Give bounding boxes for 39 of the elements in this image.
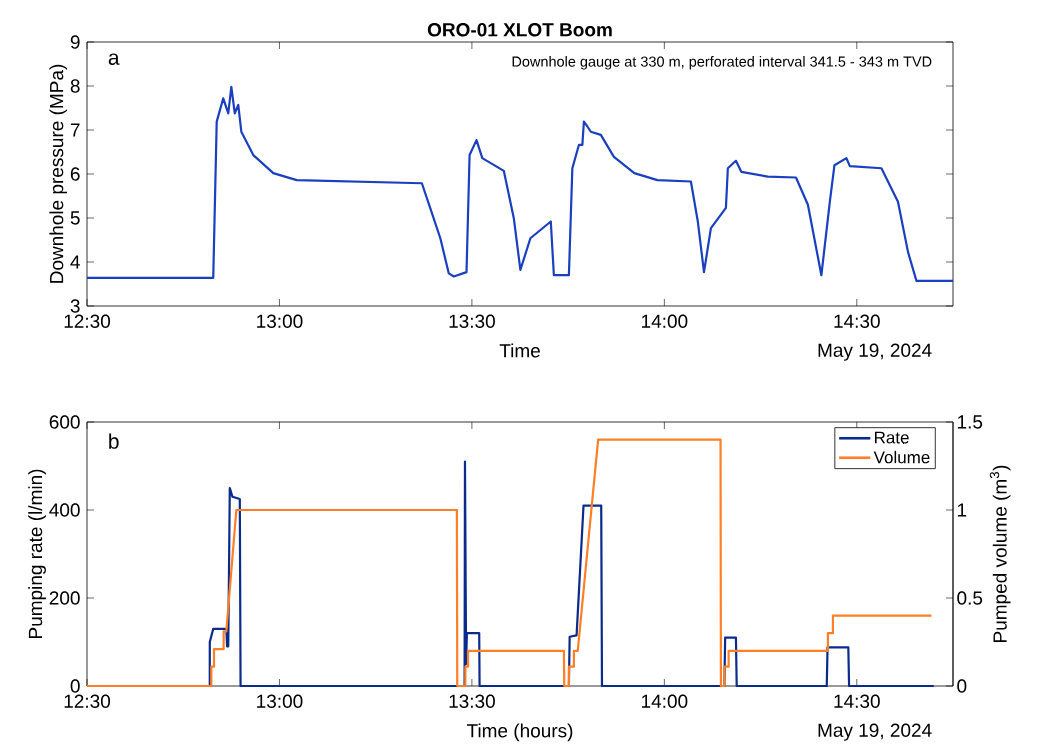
x-tick-label: 13:00 [257, 694, 303, 708]
y-tick-label: 3 [70, 299, 80, 313]
y-tick-label: 6 [70, 167, 80, 181]
line-series [85, 85, 955, 283]
y2-axis-title: Pumped volume (m$^{3}$) [989, 465, 1011, 642]
x-tick-label: 14:30 [834, 694, 880, 708]
x-axis-title: Time [499, 343, 540, 358]
y2-tick-label: 1 [957, 503, 967, 517]
x-tick-label: 12:30 [64, 694, 111, 708]
x-tick-label: 13:30 [449, 694, 495, 708]
y-axis-title: Downhole pressure (MPa) [49, 64, 68, 283]
x-tick-label: 14:00 [642, 314, 688, 328]
y-tick-label: 0 [70, 679, 80, 693]
y2-tick-label: 1.5 [957, 415, 983, 429]
y-tick-label: 8 [70, 79, 80, 93]
y-tick-label: 200 [49, 591, 80, 605]
text: May 19, 2024 [818, 343, 932, 361]
annotation: Downhole gauge at 330 m, perforated interval 341.5 - 343 m TVD [512, 56, 932, 70]
y2-tick-label: 0 [957, 679, 967, 693]
legend-label: Volume [873, 450, 930, 464]
y-tick-label: 7 [70, 123, 80, 137]
y-tick-label: 9 [70, 35, 80, 49]
x-tick-label: 12:30 [64, 314, 111, 328]
x-tick-label: 14:30 [834, 314, 880, 328]
y-tick-label: 5 [70, 211, 80, 225]
y-tick-label: 600 [49, 415, 80, 429]
x-tick-label: 13:00 [257, 314, 303, 328]
y2-tick-label: 0.5 [957, 591, 983, 605]
text: May 19, 2024 [818, 723, 932, 741]
annotation: b [109, 433, 119, 449]
y-tick-label: 400 [49, 503, 80, 517]
annotation: a [108, 53, 120, 65]
chart-title: ORO-01 XLOT Boom [427, 23, 612, 37]
x-axis-title: Time (hours) [466, 723, 573, 742]
x-tick-label: 14:00 [642, 694, 688, 708]
x-tick-label: 13:30 [449, 314, 495, 328]
y-tick-label: 4 [70, 255, 80, 269]
y-axis-title: Pumping rate (l/min) [28, 469, 46, 638]
legend-label: Rate [874, 431, 909, 444]
